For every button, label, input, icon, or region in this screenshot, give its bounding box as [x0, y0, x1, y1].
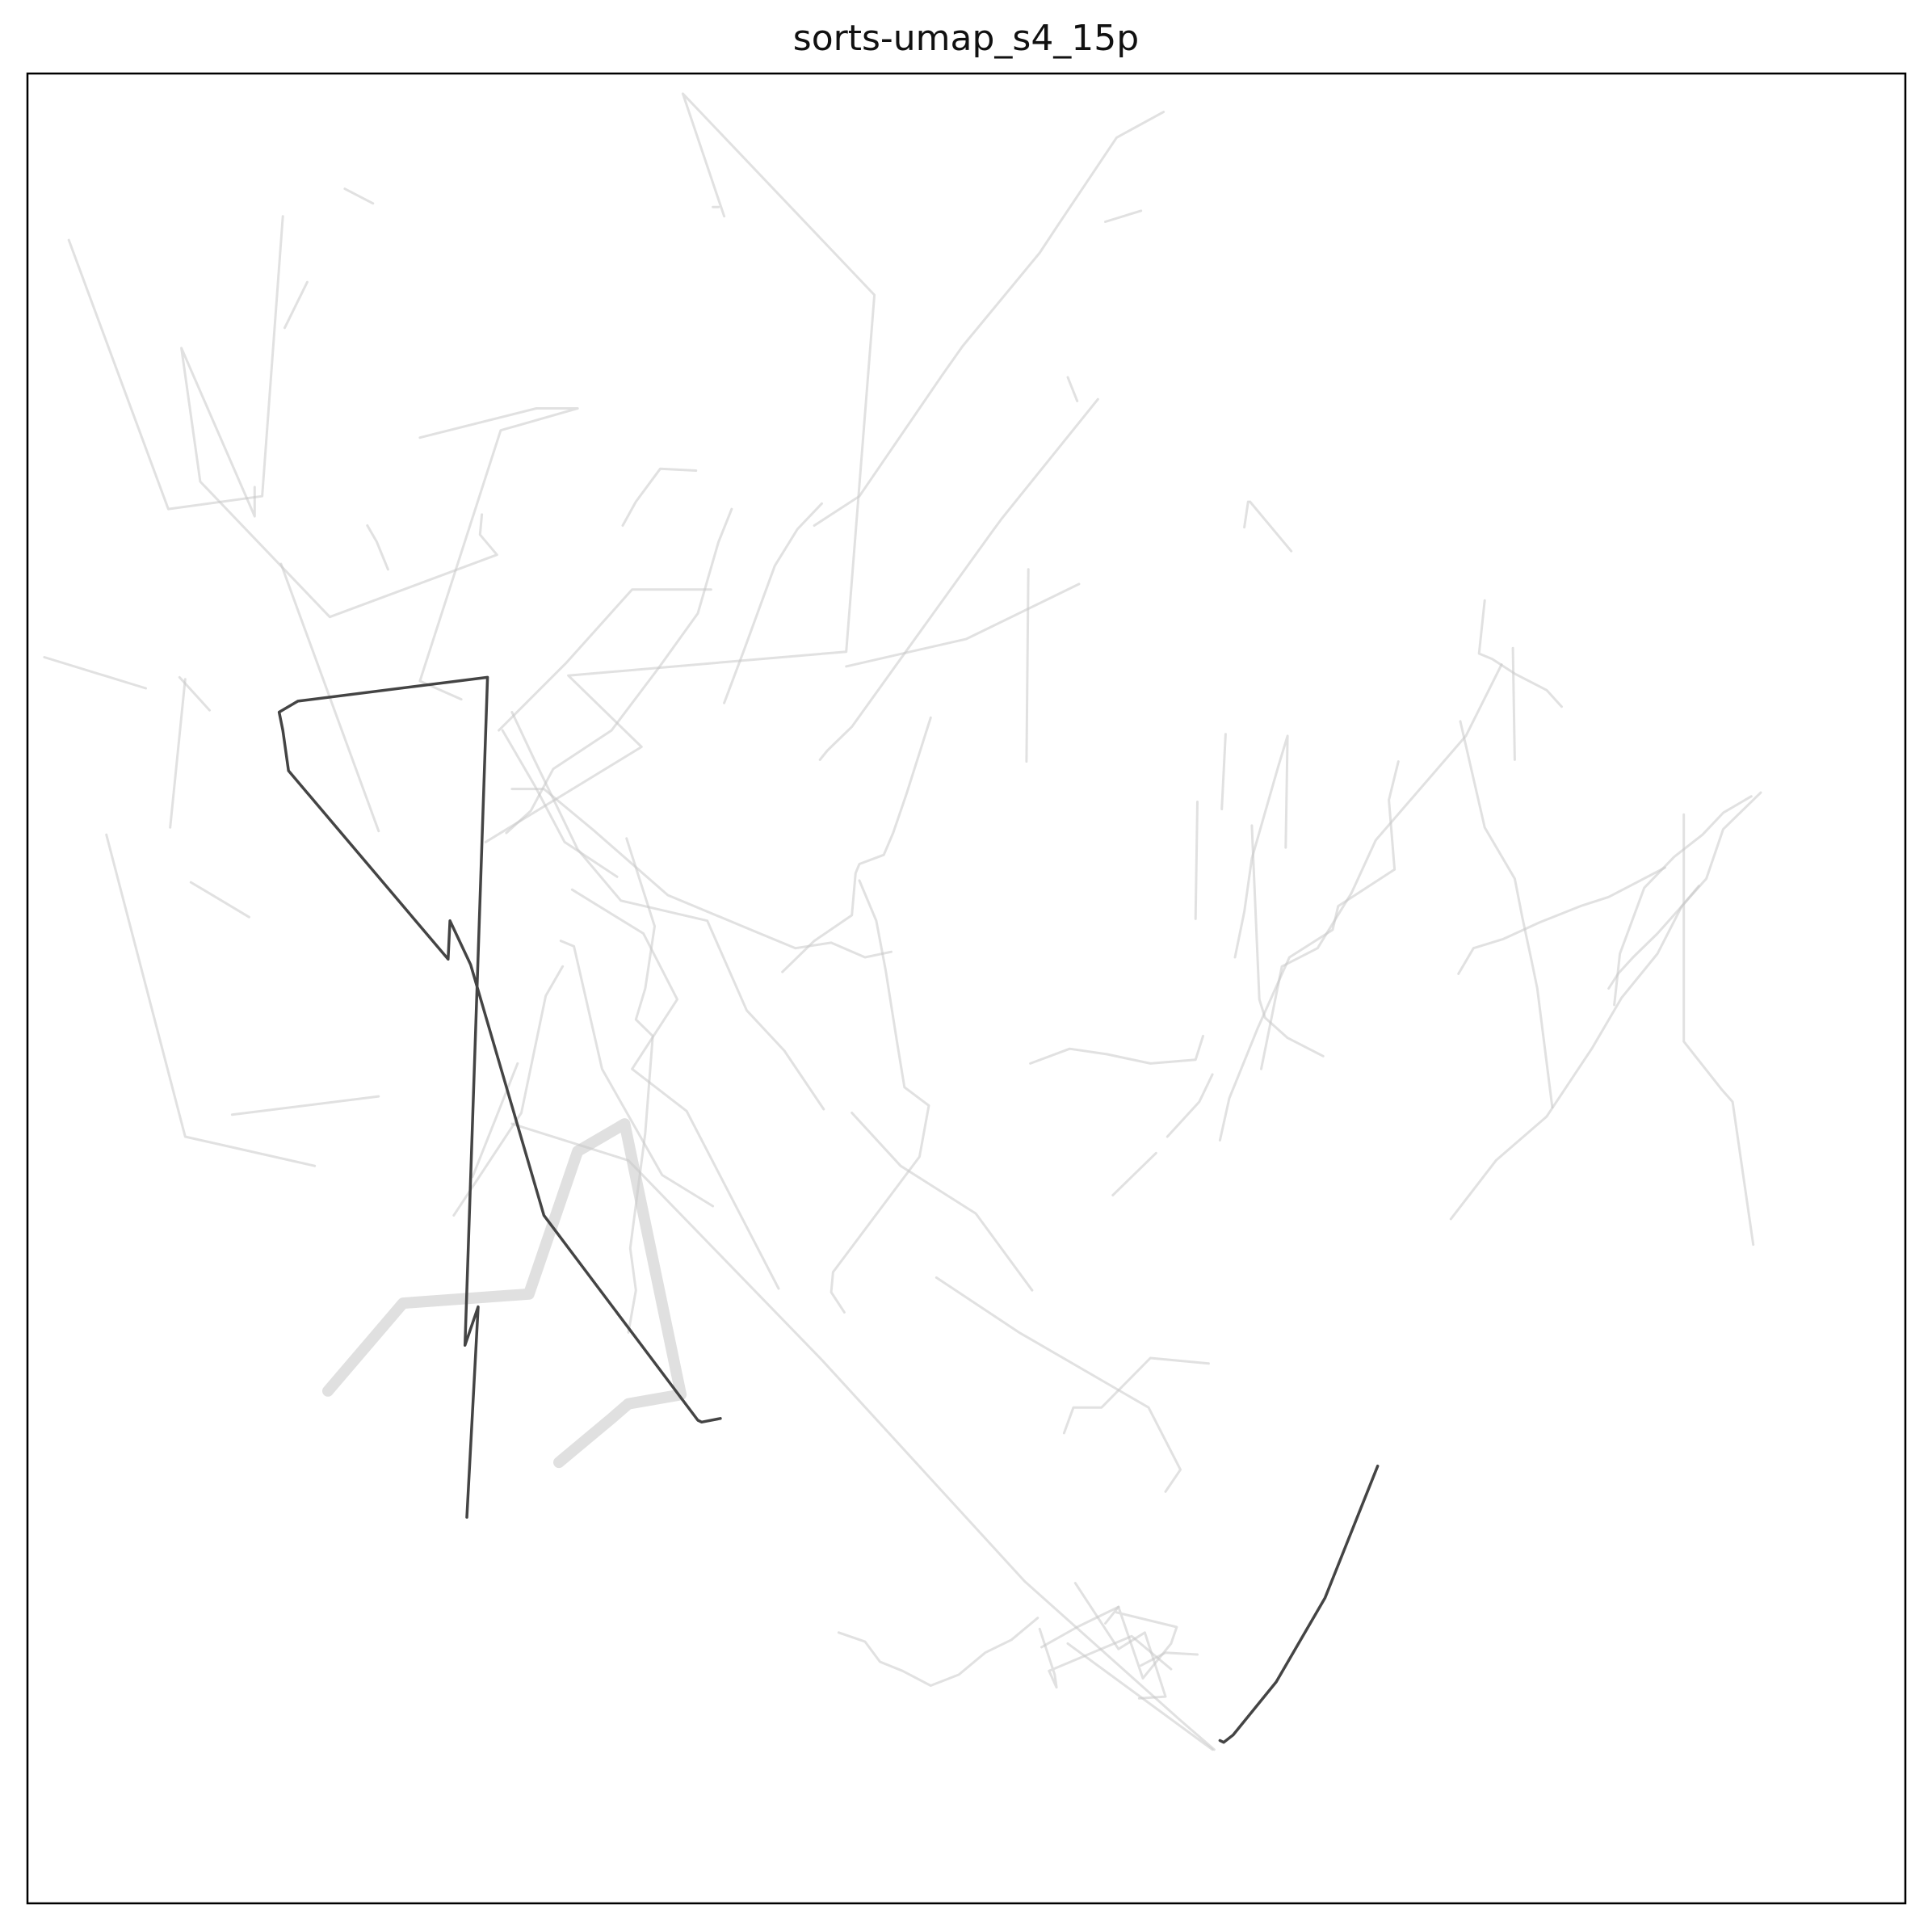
background-trajectory-20	[1166, 1073, 1214, 1138]
background-trajectory-18	[1243, 500, 1250, 529]
background-trajectory-2	[418, 407, 579, 701]
background-trajectory-14	[498, 588, 712, 732]
background-trajectory-23	[1477, 599, 1563, 709]
background-trajectory-10	[284, 280, 309, 330]
background-trajectory-42	[1029, 1034, 1204, 1065]
background-trajectory-60	[1111, 1151, 1157, 1196]
background-trajectory-26	[1449, 885, 1700, 1221]
background-trajectory-39	[1104, 1605, 1178, 1680]
background-trajectory-58	[1066, 1642, 1214, 1751]
background-trajectory-50	[452, 965, 565, 1217]
background-trajectory-37	[1038, 1627, 1173, 1689]
fan-clusters	[322, 1118, 687, 1469]
background-trajectory-7	[178, 675, 211, 712]
background-trajectory-28	[1457, 866, 1666, 975]
background-trajectory-59	[1682, 813, 1755, 1247]
background-trajectory-12	[180, 347, 498, 619]
background-trajectory-44	[43, 656, 147, 690]
background-trajectory-63	[621, 467, 698, 527]
chart-title: sorts-umap_s4_15p	[792, 18, 1140, 59]
background-trajectory-17	[1066, 376, 1079, 402]
background-trajectory-64	[723, 502, 823, 704]
background-trajectory-11	[343, 187, 375, 205]
background-trajectory-6	[169, 678, 187, 829]
background-trajectory-49	[559, 940, 715, 1208]
background-trajectory-55	[570, 888, 780, 1290]
background-trajectory-52	[830, 879, 930, 1314]
background-trajectory-30	[1260, 663, 1503, 1070]
background-trajectory-56	[510, 1122, 1216, 1751]
background-trajectory-46	[189, 881, 250, 919]
background-trajectory-53	[1062, 1356, 1210, 1435]
background-trajectory-41	[781, 716, 932, 973]
background-trajectory-25	[1613, 795, 1753, 1007]
background-trajectories	[43, 92, 1762, 1751]
background-trajectory-13	[501, 729, 619, 878]
background-trajectory-43	[366, 524, 389, 571]
highlighted-trajectory-1	[1218, 1464, 1380, 1744]
highlighted-trajectories	[277, 675, 1380, 1744]
background-trajectory-29	[1459, 720, 1554, 1109]
background-trajectory-32	[1250, 824, 1325, 1058]
background-trajectory-22	[1194, 801, 1199, 920]
background-trajectory-36	[1140, 1651, 1199, 1667]
background-trajectory-4	[510, 788, 892, 959]
background-trajectory-34	[1233, 734, 1289, 959]
background-trajectory-24	[1511, 646, 1516, 761]
background-trajectory-33	[1218, 760, 1400, 1142]
background-trajectory-3	[505, 507, 733, 835]
background-trajectory-47	[230, 1095, 380, 1116]
plot-frame	[26, 72, 1907, 1905]
background-trajectory-1	[484, 92, 876, 843]
background-trajectory-45	[105, 833, 317, 1167]
background-trajectory-27	[1607, 791, 1762, 990]
background-trajectory-8	[67, 215, 284, 511]
highlighted-trajectory-0	[277, 675, 722, 1519]
background-trajectory-54	[850, 1112, 1034, 1292]
background-trajectory-48	[471, 1062, 519, 1179]
background-trajectory-31	[1220, 733, 1227, 810]
background-trajectory-21	[1104, 209, 1143, 223]
background-trajectory-40	[1040, 1605, 1120, 1649]
background-trajectory-38	[1073, 1582, 1167, 1700]
background-trajectory-5	[510, 711, 825, 1111]
background-trajectory-15	[813, 111, 1166, 527]
fan-cluster-0	[322, 1118, 687, 1469]
background-trajectory-57	[934, 1276, 1182, 1493]
background-trajectory-61	[1025, 568, 1030, 763]
background-trajectory-62	[845, 582, 1081, 668]
background-trajectory-16	[818, 397, 1099, 761]
background-trajectory-35	[837, 1617, 1040, 1687]
background-trajectory-19	[1249, 500, 1293, 553]
